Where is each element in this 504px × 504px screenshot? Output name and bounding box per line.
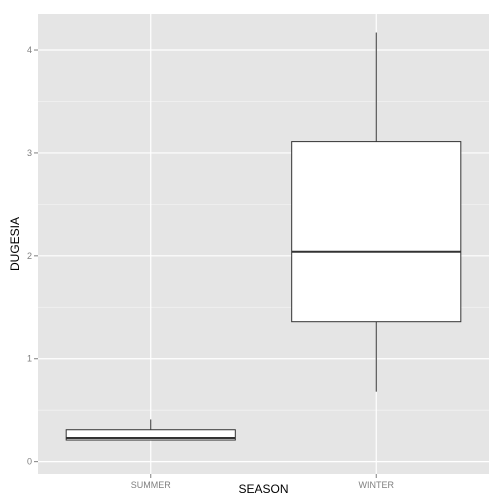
y-tick-label: 4 [27, 45, 32, 55]
y-tick-label: 2 [27, 251, 32, 261]
box-series [65, 32, 462, 441]
iqr-box [291, 141, 462, 323]
y-axis-title: DUGESIA [8, 217, 22, 271]
box-summer [65, 419, 236, 441]
x-axis-title: SEASON [238, 482, 288, 496]
iqr-box [65, 429, 236, 441]
y-tick-label: 3 [27, 148, 32, 158]
x-tick-label: WINTER [359, 480, 395, 490]
y-tick-label: 0 [27, 457, 32, 467]
y-tick-label: 1 [27, 354, 32, 364]
x-axis: SUMMER WINTER [131, 474, 395, 490]
box-winter [291, 32, 462, 392]
x-tick-label: SUMMER [131, 480, 171, 490]
y-axis: 0 1 2 3 4 [27, 45, 38, 467]
